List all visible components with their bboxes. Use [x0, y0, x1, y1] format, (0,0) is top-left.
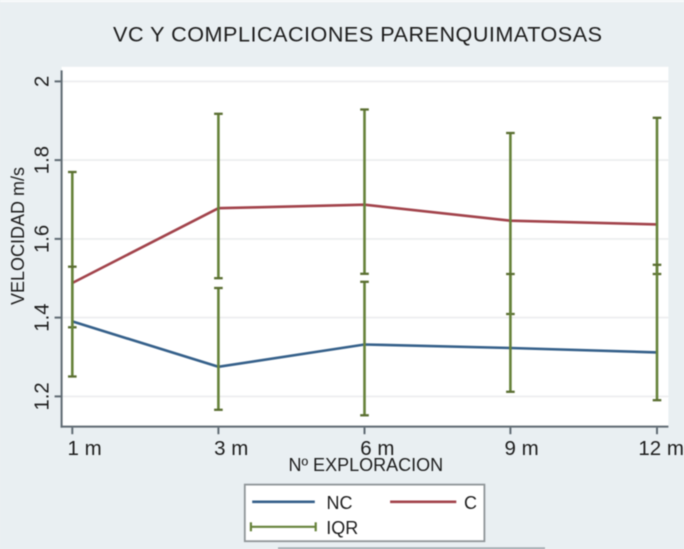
svg-text:1.6: 1.6 — [32, 225, 54, 253]
svg-text:1 m: 1 m — [68, 437, 102, 460]
svg-text:IQR: IQR — [326, 518, 358, 538]
svg-text:9 m: 9 m — [505, 437, 539, 460]
svg-text:2: 2 — [32, 76, 54, 87]
svg-text:1.4: 1.4 — [32, 303, 54, 331]
svg-text:VELOCIDAD m/s: VELOCIDAD m/s — [8, 167, 28, 305]
svg-text:3 m: 3 m — [214, 437, 248, 460]
svg-text:NC: NC — [327, 493, 353, 513]
svg-text:Nº EXPLORACION: Nº EXPLORACION — [288, 455, 443, 475]
svg-text:1.8: 1.8 — [32, 146, 54, 174]
svg-text:1.2: 1.2 — [32, 382, 54, 410]
svg-text:6 m: 6 m — [360, 437, 394, 460]
svg-text:C: C — [464, 493, 477, 513]
svg-text:12 m: 12 m — [638, 437, 684, 460]
svg-text:VC Y COMPLICACIONES PARENQUIMA: VC Y COMPLICACIONES PARENQUIMATOSAS — [113, 21, 602, 46]
